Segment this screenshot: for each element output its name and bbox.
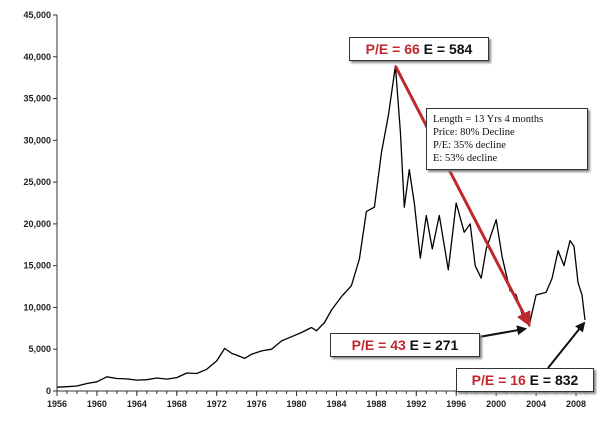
y-tick-label: 0 [46, 386, 51, 396]
x-tick-label: 1956 [47, 399, 67, 409]
x-tick-label: 1988 [366, 399, 386, 409]
y-tick-label: 20,000 [23, 219, 51, 229]
y-tick-label: 15,000 [23, 261, 51, 271]
y-tick-label: 10,000 [23, 302, 51, 312]
x-tick-label: 1972 [207, 399, 227, 409]
y-tick-label: 25,000 [23, 177, 51, 187]
info-earnings: E: 53% decline [433, 153, 498, 164]
x-tick-label: 2008 [566, 399, 586, 409]
x-tick-label: 2004 [526, 399, 546, 409]
x-tick-label: 1964 [127, 399, 147, 409]
y-tick-label: 40,000 [23, 52, 51, 62]
x-tick-label: 1996 [446, 399, 466, 409]
pe-peak-earnings: E = 584 [423, 41, 473, 57]
x-tick-label: 1984 [326, 399, 346, 409]
y-tick-label: 5,000 [28, 344, 51, 354]
pe-2008-annotation: P/E = 16 E = 832 [456, 368, 594, 392]
x-tick-label: 1980 [287, 399, 307, 409]
pe-2008-pointer-arrow [547, 321, 586, 369]
pe-peak-annotation: P/E = 66 E = 584 [349, 37, 489, 61]
x-tick-label: 2000 [486, 399, 506, 409]
pe-2003-annotation: P/E = 43 E = 271 [330, 333, 480, 357]
pe-peak-ratio: P/E = 66 [365, 41, 420, 57]
y-tick-label: 35,000 [23, 94, 51, 104]
x-tick-label: 1968 [167, 399, 187, 409]
x-tick-label: 1992 [406, 399, 426, 409]
x-tick-label: 1976 [247, 399, 267, 409]
y-tick-label: 30,000 [23, 135, 51, 145]
y-tick-label: 45,000 [23, 10, 51, 20]
pe-2003-earnings: E = 271 [409, 337, 459, 353]
pe-2008-ratio: P/E = 16 [471, 372, 526, 388]
info-length: Length = 13 Yrs 4 months [433, 114, 544, 125]
decline-info-box: Length = 13 Yrs 4 months Price: 80% Decl… [426, 108, 588, 170]
info-price: Price: 80% Decline [433, 127, 515, 138]
pe-2003-ratio: P/E = 43 [351, 337, 406, 353]
info-pe: P/E: 35% decline [433, 140, 506, 151]
decline-trend-arrow [394, 65, 531, 327]
x-tick-label: 1960 [87, 399, 107, 409]
pe-2008-earnings: E = 832 [529, 372, 579, 388]
